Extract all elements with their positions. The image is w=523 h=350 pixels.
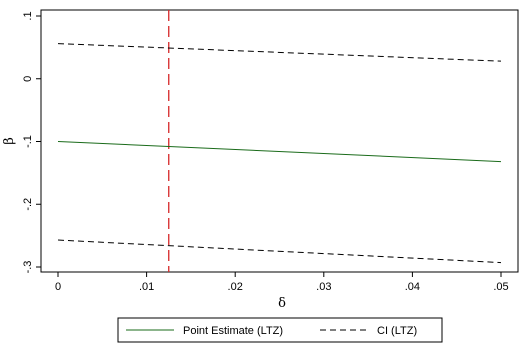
series-lines xyxy=(57,43,502,264)
x-tick-label-0: 0 xyxy=(55,281,61,293)
x-tick-label-2: .02 xyxy=(228,281,243,293)
legend-label-point-estimate: Point Estimate (LTZ) xyxy=(183,325,283,337)
y-tick-label-4: .1 xyxy=(22,11,34,20)
x-tick-label-5: .05 xyxy=(493,281,508,293)
x-tick-label-3: .03 xyxy=(316,281,331,293)
series-line-2 xyxy=(57,239,502,264)
y-tick-label-0: -.3 xyxy=(22,261,34,274)
plot-frame xyxy=(40,9,519,273)
x-tick-label-1: .01 xyxy=(139,281,154,293)
legend-label-ci: CI (LTZ) xyxy=(377,325,417,337)
y-axis: -.3 -.2 -.1 0 .1 xyxy=(22,11,41,273)
x-axis-title: δ xyxy=(278,296,286,311)
y-tick-label-2: -.1 xyxy=(22,135,34,148)
y-axis-title: β xyxy=(2,137,17,145)
series-line-0 xyxy=(57,141,502,163)
x-tick-label-4: .04 xyxy=(405,281,420,293)
y-tick-label-3: 0 xyxy=(22,76,34,82)
legend: Point Estimate (LTZ) CI (LTZ) xyxy=(117,317,443,343)
series-line-1 xyxy=(57,43,502,62)
y-tick-label-1: -.2 xyxy=(22,198,34,211)
x-axis: 0 .01 .02 .03 .04 .05 xyxy=(55,272,509,293)
